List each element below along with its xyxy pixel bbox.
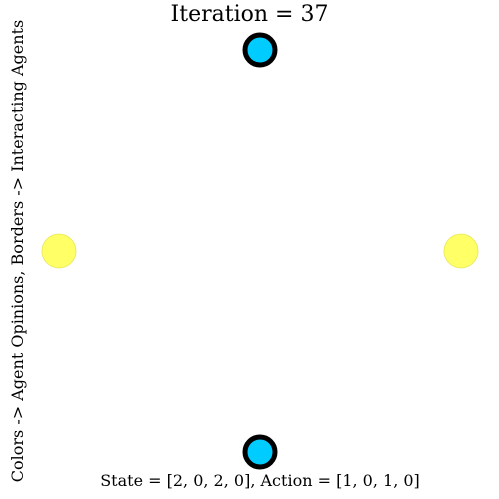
agent-2-marker xyxy=(242,434,278,470)
agent-3-marker xyxy=(443,233,479,269)
agent-0-marker xyxy=(242,32,278,68)
agent-1-marker xyxy=(41,233,77,269)
x-axis-label: State = [2, 0, 2, 0], Action = [1, 0, 1,… xyxy=(100,471,420,490)
chart-title: Iteration = 37 xyxy=(170,2,329,27)
